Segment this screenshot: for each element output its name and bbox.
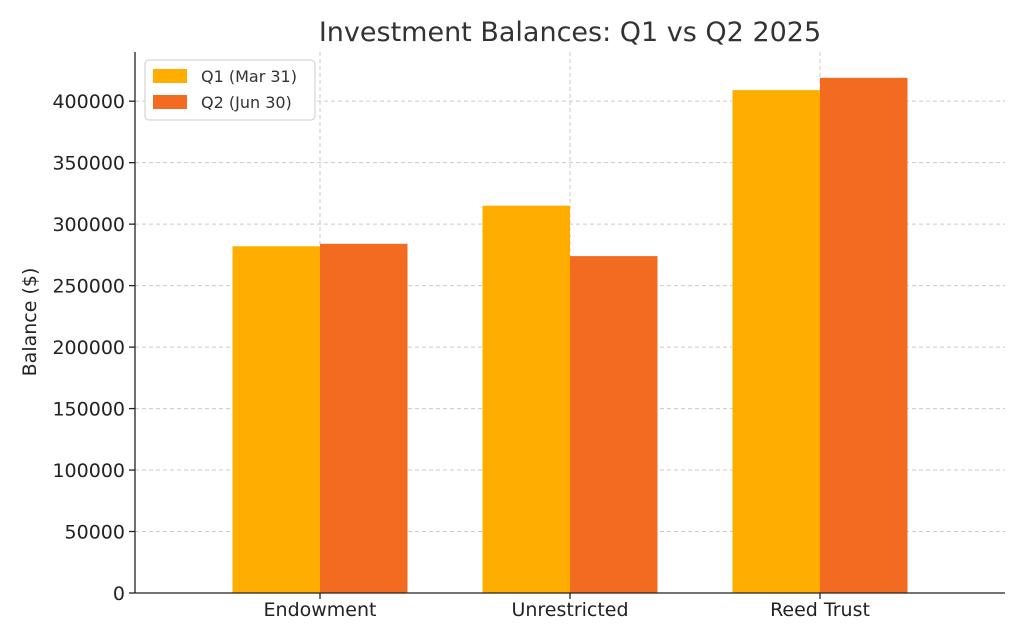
tick-labels: 0 50000 100000 150000 200000 250000 300000 3500…: [52, 91, 869, 621]
x-tick-label: Endowment: [264, 599, 377, 621]
x-tick-label: Unrestricted: [511, 599, 628, 621]
x-tick-label: Reed Trust: [770, 599, 870, 621]
legend-frame: [144, 59, 316, 121]
y-tick-label: 350000: [52, 153, 125, 175]
legend-swatch: [153, 69, 187, 83]
bars: [232, 77, 908, 594]
legend-swatch: [153, 95, 187, 109]
legend-label: Q1 (Mar 31): [201, 67, 297, 86]
bar: [482, 205, 570, 593]
bar: [232, 246, 320, 593]
bar: [570, 256, 658, 593]
y-tick-label: 100000: [52, 460, 125, 482]
y-tick-label: 200000: [52, 337, 125, 359]
bar: [320, 243, 408, 594]
y-tick-label: 0: [113, 583, 125, 605]
bar: [820, 77, 908, 594]
y-tick-label: 150000: [52, 399, 125, 421]
y-axis-label: Balance ($): [19, 268, 41, 377]
y-tick-label: 250000: [52, 276, 125, 298]
legend-label: Q2 (Jun 30): [201, 93, 292, 112]
y-tick-label: 50000: [65, 522, 125, 544]
bar: [732, 90, 820, 593]
chart-title: Investment Balances: Q1 vs Q2 2025: [319, 17, 821, 48]
y-tick-label: 400000: [52, 91, 125, 113]
legend: Q1 (Mar 31) Q2 (Jun 30): [144, 59, 316, 121]
axes: [129, 52, 1005, 599]
y-tick-label: 300000: [52, 214, 125, 236]
